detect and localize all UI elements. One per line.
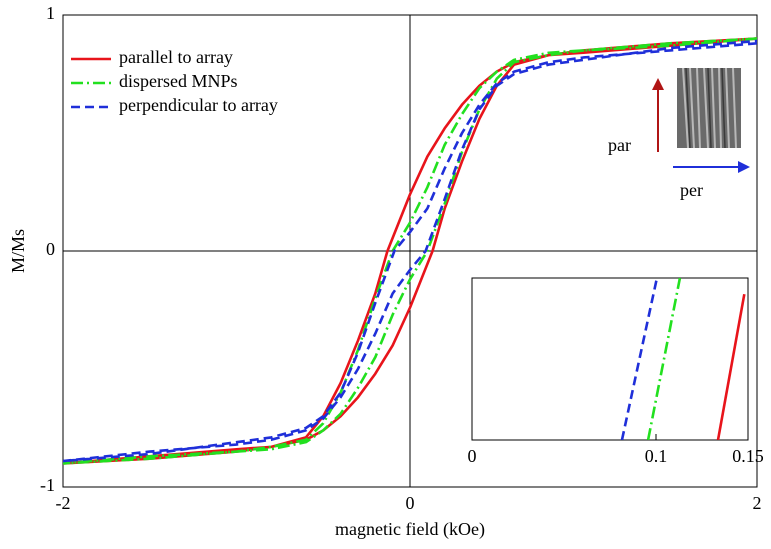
inset-frame <box>471 277 749 441</box>
series-line <box>716 293 746 440</box>
annotation: par <box>608 135 631 155</box>
series-line <box>63 37 757 465</box>
direction-arrows <box>652 78 750 173</box>
y-tick-label: 1 <box>46 3 55 23</box>
series-line <box>63 39 757 463</box>
legend-label: parallel to array <box>119 47 233 67</box>
legend-label: perpendicular to array <box>119 95 278 115</box>
x-tick-label: -2 <box>56 493 71 513</box>
y-axis-label: M/Ms <box>8 229 28 273</box>
series-line <box>646 278 682 440</box>
x-axis-label: magnetic field (kOe) <box>335 519 485 540</box>
annotation: per <box>680 180 703 200</box>
inset-picture <box>677 67 741 149</box>
x-tick-label: 2 <box>753 493 762 513</box>
y-tick-label: -1 <box>40 475 55 495</box>
series-line <box>63 37 757 465</box>
legend-label: dispersed MNPs <box>119 71 238 91</box>
x-tick-label: 0 <box>468 446 477 466</box>
y-tick-label: 0 <box>46 239 55 259</box>
x-tick-label: 0 <box>406 493 415 513</box>
x-tick-label: 0.15 <box>732 446 764 466</box>
x-tick-label: 0.1 <box>645 446 668 466</box>
